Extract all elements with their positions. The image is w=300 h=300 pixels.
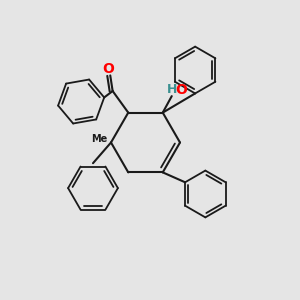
Text: H: H bbox=[167, 83, 177, 96]
Text: O: O bbox=[102, 62, 114, 76]
Text: Me: Me bbox=[91, 134, 107, 145]
Text: O: O bbox=[175, 83, 187, 97]
